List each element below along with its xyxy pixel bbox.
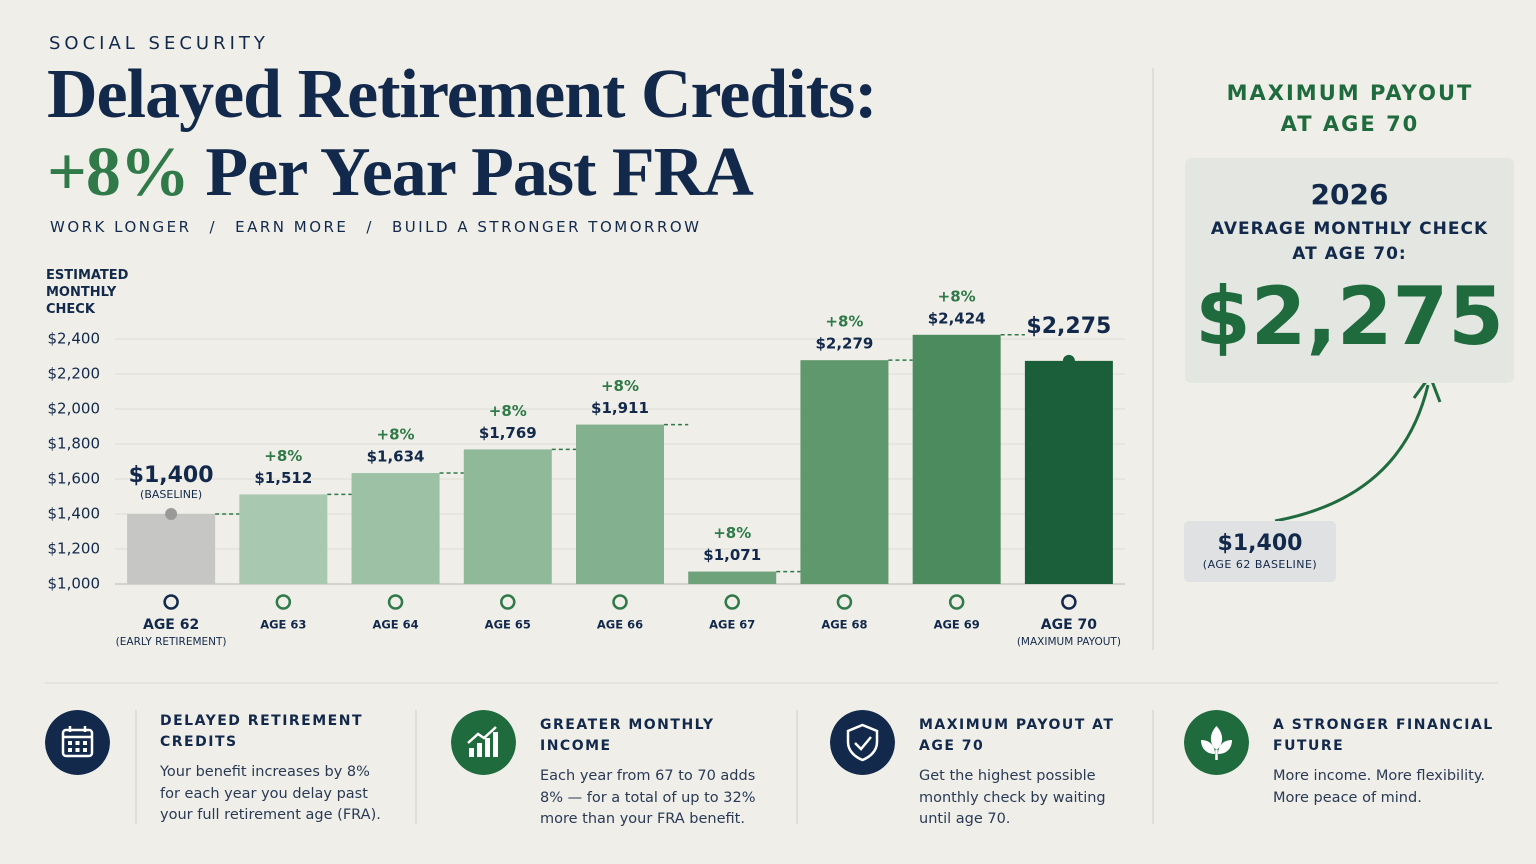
x-tick-note: (MAXIMUM PAYOUT) [1017,636,1121,648]
y-tick-label: $2,200 [48,365,101,383]
feature: DELAYED RETIREMENT CREDITS Your benefit i… [160,711,385,827]
change-label: +8% [489,402,527,420]
feature-text: Each year from 67 to 70 adds 8% — for a … [540,768,756,827]
x-tick-label: AGE 63 [260,618,306,632]
baseline-amount: $1,400 [1217,531,1303,556]
kicker: SOCIAL SECURITY [49,33,269,54]
y-tick-label: $1,200 [48,540,101,558]
x-tick-label: AGE 66 [597,618,643,632]
x-tick-label: AGE 68 [821,618,867,632]
x-marker [275,594,292,610]
x-tick-label: AGE 62 [143,617,199,633]
change-label: +8% [264,447,302,465]
feature: GREATER MONTHLY INCOME Each year from 67 … [540,715,780,831]
bar [239,494,328,584]
value-label: $1,769 [479,424,537,442]
feature-icon [830,710,895,779]
tagline-item: BUILD A STRONGER TOMORROW [391,218,702,236]
change-label: +8% [601,377,639,395]
change-label: +8% [377,426,415,444]
growth-icon [451,710,516,775]
baseline-label: (AGE 62 BASELINE) [1202,558,1318,571]
y-tick-label: $1,800 [48,435,101,453]
x-tick-label: AGE 64 [372,618,418,632]
value-label: $1,512 [254,469,312,487]
leaf-icon [1184,710,1249,775]
sidebar-heading: MAXIMUM PAYOUT AT AGE 70 [1226,81,1474,136]
x-marker [948,594,965,610]
bar [912,334,1001,584]
y-tick-label: $1,600 [48,470,101,488]
x-tick-label: AGE 70 [1041,617,1098,633]
baseline-note: (BASELINE) [140,488,202,501]
feature-icon [45,710,110,779]
bar [576,424,664,584]
tagline-item: EARN MORE [235,218,349,236]
x-tick-label: AGE 65 [485,618,531,632]
point [165,508,178,520]
value-label: $1,400 [129,463,214,488]
x-tick-label: AGE 67 [709,618,755,632]
value-label: $1,911 [591,399,649,417]
y-tick-label: $2,400 [48,330,101,348]
title-text: Per Year Past FRA [205,134,753,211]
y-axis-label: ESTIMATED MONTHLY CHECK [46,268,129,317]
feature-icon [451,710,516,779]
x-marker [724,594,740,610]
arrow [1274,384,1430,523]
feature: MAXIMUM PAYOUT AT AGE 70 Get the highest … [919,715,1124,831]
bar [688,571,777,584]
bar [127,514,216,584]
feature: A STRONGER FINANCIAL FUTURE More income. … [1273,715,1498,809]
feature-icon [1184,710,1249,779]
x-marker [836,594,853,610]
tagline: WORK LONGER / EARN MORE / BUILD A STRONGER T… [50,218,702,236]
tagline-item: WORK LONGER [50,218,192,236]
value-label: $2,275 [1026,314,1111,339]
bar [463,449,552,584]
bar [1024,360,1113,584]
feature-text: Get the highest possible monthly check b… [919,768,1106,827]
change-label: +8% [825,313,863,331]
x-tick-label: AGE 69 [934,618,980,632]
point [1062,354,1075,367]
change-label: +8% [938,287,976,305]
feature-title: MAXIMUM PAYOUT AT AGE 70 [919,717,1115,754]
x-marker [387,594,404,610]
title-line: Delayed Retirement Credits: [47,56,878,133]
title-line: +8% Per Year Past FRA [47,138,754,208]
bar [351,473,440,584]
change-label: +8% [713,524,751,542]
y-tick-label: $1,400 [48,505,101,523]
y-tick-label: $1,000 [48,575,101,593]
value-label: $1,634 [367,448,425,466]
feature-title: DELAYED RETIREMENT CREDITS [160,713,364,750]
bar [800,360,889,584]
x-marker [1061,594,1077,610]
baseline-card: $1,400 (AGE 62 BASELINE) [1184,521,1336,582]
x-marker [500,594,516,610]
card-amount: $2,275 [1195,270,1504,363]
feature-title: A STRONGER FINANCIAL FUTURE [1273,717,1494,754]
value-label: $2,279 [815,335,873,353]
card-year: 2026 [1310,178,1389,211]
feature-title: GREATER MONTHLY INCOME [540,717,715,754]
feature-text: More income. More flexibility. More peac… [1273,768,1485,806]
title-accent: +8% [47,134,190,211]
x-marker [163,594,179,610]
separator: / [366,218,374,236]
y-tick-label: $2,000 [48,400,101,418]
feature-text: Your benefit increases by 8% for each ye… [160,764,381,823]
card-label: AVERAGE MONTHLY CHECK AT AGE 70: [1210,219,1489,264]
value-label: $2,424 [928,309,986,327]
x-marker [612,594,628,610]
calendar-icon [45,710,110,775]
separator: / [209,218,218,236]
value-label: $1,071 [703,546,761,564]
shield-icon [830,710,895,775]
payout-card: 2026 AVERAGE MONTHLY CHECK AT AGE 70: $2… [1185,158,1514,383]
x-tick-note: (EARLY RETIREMENT) [116,636,227,648]
